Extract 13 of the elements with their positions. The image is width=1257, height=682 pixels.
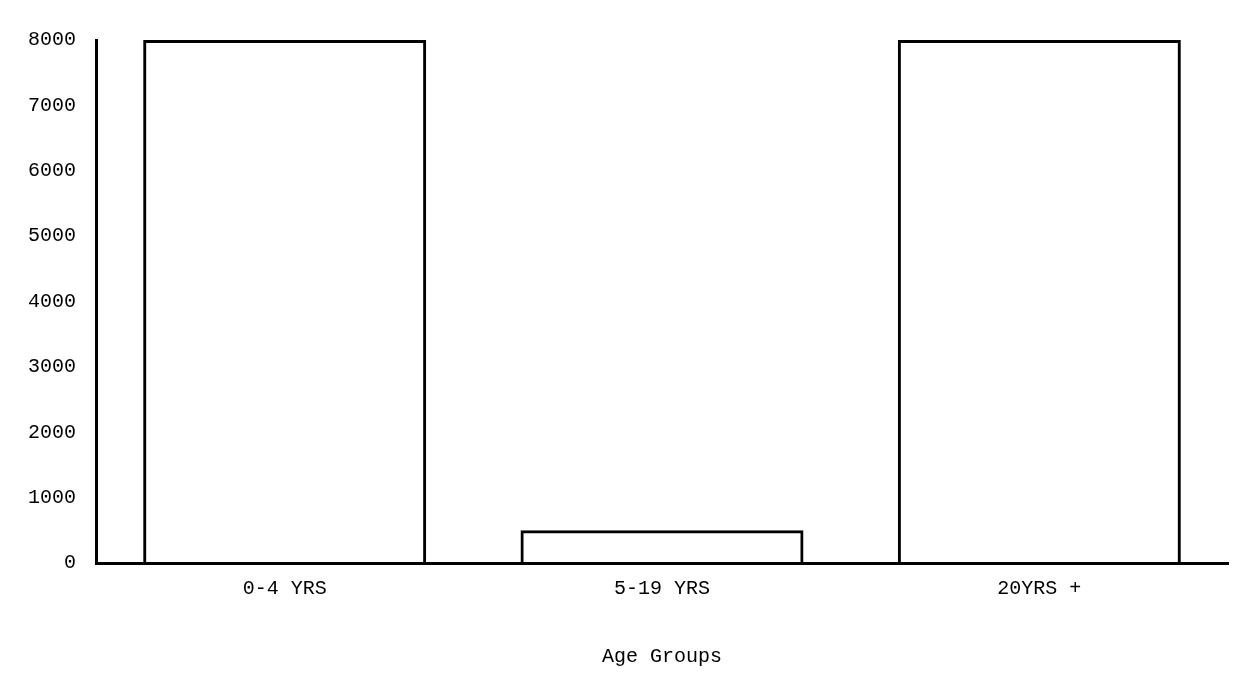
y-tick-label: 0 (63, 551, 77, 575)
y-tick-label: 1000 (27, 485, 77, 509)
y-tick-label: 7000 (27, 93, 77, 117)
y-tick-label: 6000 (27, 159, 77, 183)
y-tick-label: 2000 (27, 420, 77, 444)
y-tick-label: 3000 (27, 355, 77, 379)
x-tick-label: 20YRS + (997, 577, 1082, 601)
y-tick-label: 5000 (27, 224, 77, 248)
y-tick-label: 8000 (27, 28, 77, 52)
x-axis-title: Age Groups (601, 645, 723, 669)
x-tick-label: 0-4 YRS (242, 577, 327, 601)
x-tick-label: 5-19 YRS (614, 577, 711, 601)
y-tick-label: 4000 (27, 289, 77, 313)
